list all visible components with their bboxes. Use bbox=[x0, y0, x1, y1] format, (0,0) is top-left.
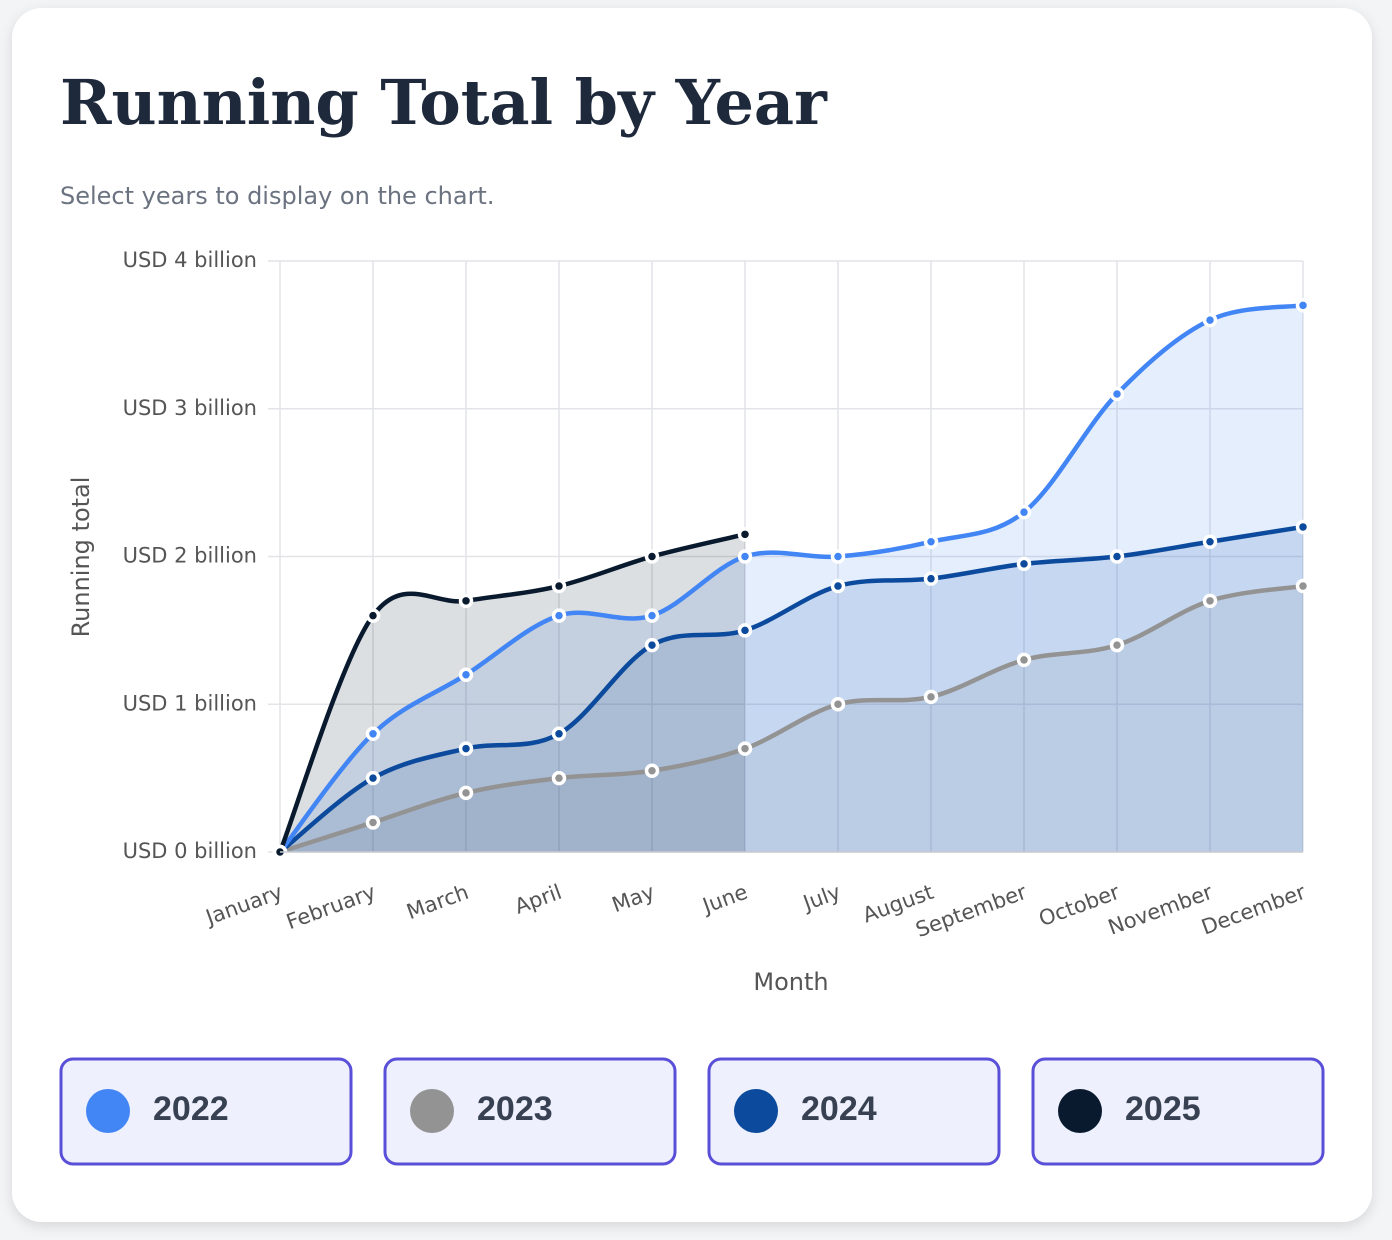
data-point bbox=[1109, 549, 1125, 564]
series-area bbox=[280, 526, 1303, 852]
data-point bbox=[644, 763, 660, 778]
legend-swatch bbox=[734, 1089, 778, 1133]
chart-title: Running Total by Year bbox=[60, 66, 828, 139]
data-point bbox=[644, 637, 660, 653]
legend-button-box[interactable] bbox=[383, 1057, 677, 1166]
data-point bbox=[458, 741, 474, 756]
data-point bbox=[830, 697, 846, 712]
data-point bbox=[1202, 312, 1218, 328]
data-point bbox=[458, 785, 474, 801]
data-point bbox=[551, 608, 567, 623]
legend-button-box[interactable] bbox=[59, 1057, 353, 1166]
y-tick-label: USD 1 billion bbox=[123, 691, 257, 715]
legend-label: 2024 bbox=[801, 1090, 877, 1128]
legend-button-box[interactable] bbox=[707, 1057, 1001, 1166]
data-point bbox=[365, 608, 381, 623]
y-tick-label: USD 0 billion bbox=[123, 839, 257, 863]
data-point bbox=[923, 534, 939, 549]
data-point bbox=[365, 726, 381, 742]
legend-swatch bbox=[86, 1089, 130, 1133]
data-point bbox=[458, 667, 474, 682]
legend-swatch bbox=[410, 1089, 454, 1133]
data-point bbox=[1016, 504, 1032, 520]
legend-button[interactable]: 2025 bbox=[1031, 1057, 1325, 1166]
legend-label: 2025 bbox=[1125, 1090, 1201, 1128]
data-point bbox=[1202, 534, 1218, 549]
data-point bbox=[1295, 298, 1311, 313]
card bbox=[12, 8, 1372, 1222]
legend-button[interactable]: 2024 bbox=[707, 1057, 1001, 1166]
data-point bbox=[737, 741, 753, 756]
data-point bbox=[1295, 519, 1311, 535]
legend-button[interactable]: 2023 bbox=[383, 1057, 677, 1166]
data-point bbox=[830, 549, 846, 564]
data-point bbox=[1109, 386, 1125, 402]
series-area bbox=[280, 305, 1303, 852]
data-point bbox=[737, 623, 753, 638]
data-point bbox=[1109, 637, 1125, 653]
y-tick-label: USD 3 billion bbox=[123, 396, 257, 420]
data-point bbox=[1016, 556, 1032, 572]
data-point bbox=[551, 578, 567, 594]
legend-button[interactable]: 2022 bbox=[59, 1057, 353, 1166]
legend-swatch bbox=[1058, 1089, 1102, 1133]
y-tick-label: USD 4 billion bbox=[123, 248, 257, 272]
y-axis-title: Running total bbox=[67, 477, 95, 638]
legend-label: 2022 bbox=[153, 1090, 229, 1128]
data-point bbox=[1295, 578, 1311, 594]
y-tick-label: USD 2 billion bbox=[123, 544, 257, 568]
legend-button-box[interactable] bbox=[1031, 1057, 1325, 1166]
chart-subtitle: Select years to display on the chart. bbox=[60, 182, 494, 210]
data-point bbox=[737, 549, 753, 564]
data-point bbox=[1202, 593, 1218, 609]
data-point bbox=[365, 815, 381, 830]
data-point bbox=[551, 726, 567, 742]
series-area bbox=[280, 586, 1303, 852]
data-point bbox=[365, 770, 381, 786]
data-point bbox=[923, 571, 939, 586]
data-point bbox=[644, 608, 660, 623]
data-point bbox=[1016, 652, 1032, 668]
legend-label: 2023 bbox=[477, 1090, 553, 1128]
data-point bbox=[551, 770, 567, 786]
data-point bbox=[830, 578, 846, 594]
data-point bbox=[923, 689, 939, 705]
data-point bbox=[644, 549, 660, 564]
x-axis-title: Month bbox=[753, 968, 828, 996]
data-point bbox=[737, 527, 753, 542]
data-point bbox=[458, 593, 474, 609]
